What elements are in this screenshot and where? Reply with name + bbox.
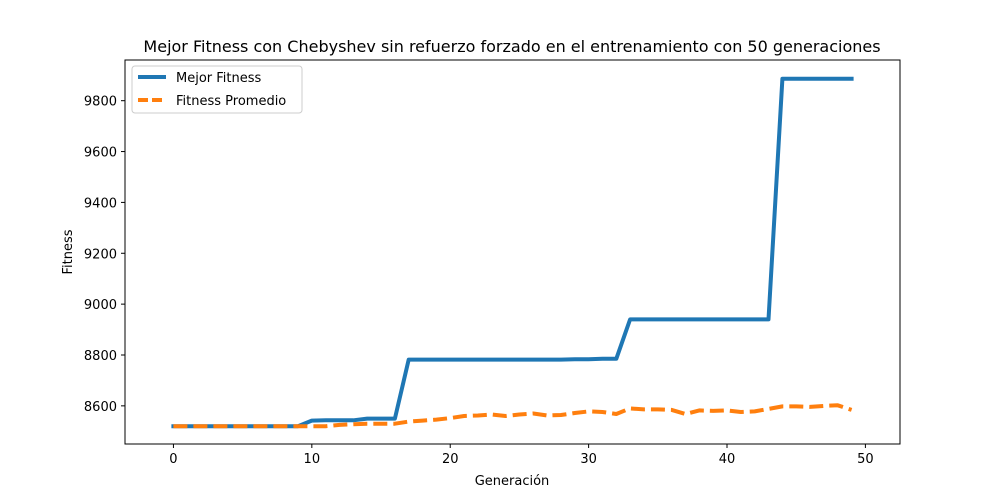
y-tick-label: 9400	[84, 196, 117, 211]
y-axis: 8600 8800 9000 9200 9400 9600 9800	[84, 95, 125, 415]
x-tick-label: 30	[580, 452, 597, 467]
y-tick-label: 9000	[84, 298, 117, 313]
series-line-fitness-promedio	[173, 403, 853, 429]
y-tick-label: 9600	[84, 146, 117, 161]
y-tick-label: 9800	[84, 95, 117, 110]
x-axis: 0 10 20 30 40 50	[169, 444, 874, 467]
x-axis-label: Generación	[475, 474, 550, 489]
y-tick-label: 9200	[84, 247, 117, 262]
x-tick-label: 0	[169, 452, 177, 467]
x-tick-label: 50	[857, 452, 874, 467]
x-tick-label: 10	[304, 452, 321, 467]
y-tick-label: 8800	[84, 349, 117, 364]
plot-area	[124, 59, 901, 445]
legend-frame	[131, 65, 303, 114]
y-axis-label: Fitness	[61, 229, 76, 274]
series-layer	[171, 76, 854, 429]
legend-entry-label: Fitness Promedio	[176, 94, 286, 109]
chart-title: Mejor Fitness con Chebyshev sin refuerzo…	[143, 37, 880, 56]
y-tick-label: 8600	[84, 400, 117, 415]
legend: Mejor Fitness Fitness Promedio	[131, 65, 303, 114]
legend-entry-label: Mejor Fitness	[176, 71, 262, 86]
x-tick-label: 40	[719, 452, 736, 467]
x-tick-label: 20	[442, 452, 459, 467]
series-line-mejor-fitness	[171, 76, 854, 429]
